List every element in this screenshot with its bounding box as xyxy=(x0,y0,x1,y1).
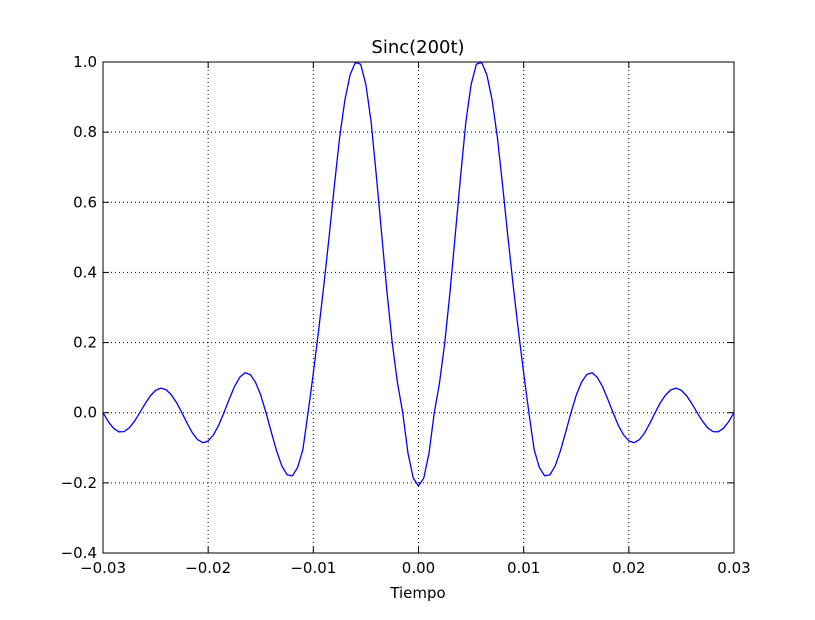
series-line-0 xyxy=(102,61,735,487)
x-axis-label: Tiempo xyxy=(389,584,445,602)
y-tick-label: 1.0 xyxy=(73,53,97,71)
x-tick-label: −0.02 xyxy=(185,559,231,577)
grid-layer xyxy=(102,61,735,554)
x-tick-label: −0.03 xyxy=(80,559,126,577)
series-layer xyxy=(102,61,735,487)
x-tick-label: 0.00 xyxy=(402,559,435,577)
y-tick-label: 0.8 xyxy=(73,123,97,141)
plot-frame xyxy=(102,61,735,554)
x-tick-label: 0.02 xyxy=(612,559,645,577)
y-tick-label: 0.2 xyxy=(73,334,97,352)
y-tick-label: −0.2 xyxy=(61,474,97,492)
x-tick-label: −0.01 xyxy=(290,559,336,577)
y-tick-label: 0.0 xyxy=(73,404,97,422)
y-tick-label: 0.4 xyxy=(73,263,97,281)
y-tick-label: 0.6 xyxy=(73,193,97,211)
x-tick-label: 0.03 xyxy=(717,559,750,577)
ticks-layer: −0.03 −0.02 −0.01 0.00 0.01 0.02 0.03 −0.4 −0.2 0… xyxy=(61,53,751,577)
chart-title: Sinc(200t) xyxy=(371,37,464,58)
y-tick-label: −0.4 xyxy=(61,544,97,562)
x-tick-label: 0.01 xyxy=(507,559,540,577)
